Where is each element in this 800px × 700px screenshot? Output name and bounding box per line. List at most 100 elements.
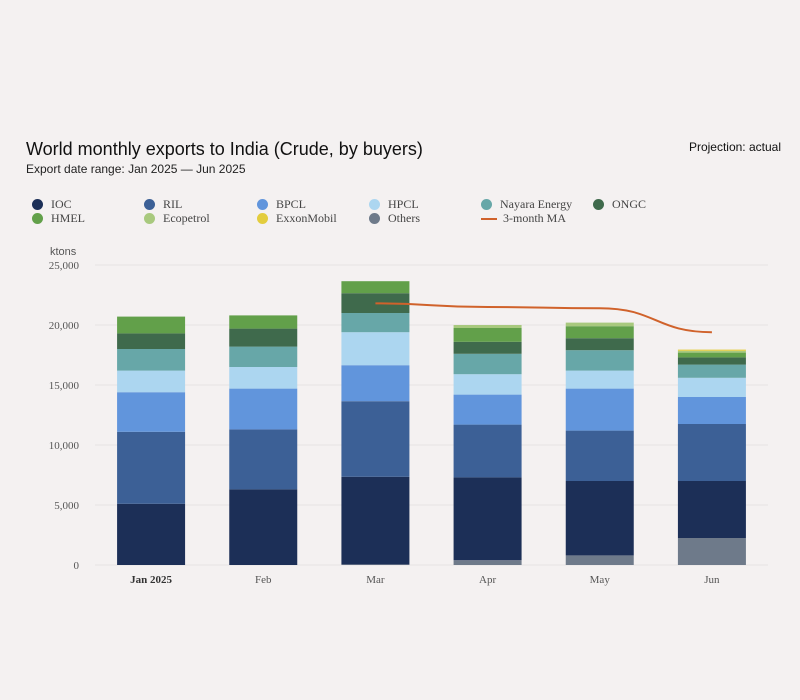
y-tick-label: 25,000: [49, 260, 80, 272]
x-tick-label: Feb: [255, 574, 272, 586]
legend-item-exxonmobil[interactable]: ExxonMobil: [257, 211, 337, 226]
bar-segment-hmel: [677, 352, 746, 358]
bar-segment-ioc: [117, 503, 186, 565]
legend-item-nayara-energy[interactable]: Nayara Energy: [481, 197, 572, 212]
legend-dot-swatch-icon: [369, 199, 380, 210]
legend-dot-swatch-icon: [257, 199, 268, 210]
bar-segment-ioc: [453, 477, 522, 561]
legend-label: 3-month MA: [503, 211, 566, 225]
bar-segment-ril: [565, 430, 634, 481]
bar-segment-ongc: [117, 333, 186, 349]
legend-label: Nayara Energy: [500, 197, 573, 211]
y-tick-label: 5,000: [54, 500, 79, 512]
legend-dot-swatch-icon: [32, 199, 43, 210]
bar-segment-others: [453, 560, 522, 565]
bar-segment-bpcl: [341, 365, 410, 402]
bar-segment-hmel: [453, 328, 522, 342]
legend-item-hpcl[interactable]: HPCL: [369, 197, 419, 212]
legend-item-ioc[interactable]: IOC: [32, 197, 72, 212]
legend-item-ongc[interactable]: ONGC: [593, 197, 646, 212]
legend-dot-swatch-icon: [144, 199, 155, 210]
legend-label: Ecopetrol: [163, 211, 210, 225]
bar-segment-others: [565, 555, 634, 565]
y-tick-label: 20,000: [49, 320, 80, 332]
legend-item-ril[interactable]: RIL: [144, 197, 182, 212]
bar-segment-bpcl: [229, 388, 298, 430]
bar-segment-ecopetrol: [565, 322, 634, 327]
bar-segment-exxonmobil: [677, 349, 746, 351]
bar-segment-ril: [341, 401, 410, 477]
bar-segment-bpcl: [453, 394, 522, 425]
bar-segment-nayara-energy: [341, 313, 410, 333]
legend-label: HMEL: [51, 211, 85, 225]
y-tick-label: 15,000: [49, 380, 80, 392]
bar-segment-nayara-energy: [229, 346, 298, 367]
x-tick-label: Jun: [704, 574, 720, 586]
bar-segment-hmel: [565, 326, 634, 339]
bar-segment-ril: [117, 431, 186, 504]
bar-segment-hpcl: [117, 370, 186, 393]
legend-item-hmel[interactable]: HMEL: [32, 211, 85, 226]
legend-label: BPCL: [276, 197, 307, 211]
bar-segment-others: [677, 538, 746, 565]
x-tick-label: Apr: [479, 574, 496, 586]
bar-segment-ongc: [229, 328, 298, 347]
bar-segment-bpcl: [677, 397, 746, 424]
bar-segment-bpcl: [117, 392, 186, 432]
legend-label: RIL: [163, 197, 183, 211]
bar-segment-hpcl: [229, 367, 298, 389]
legend-dot-swatch-icon: [593, 199, 604, 210]
y-tick-label: 10,000: [49, 440, 80, 452]
bar-segment-hmel: [341, 281, 410, 294]
legend-label: Others: [388, 211, 420, 225]
x-tick-label: Jan 2025: [130, 574, 172, 586]
bar-segment-ongc: [453, 341, 522, 354]
chart-subtitle: Export date range: Jan 2025 — Jun 2025: [26, 162, 246, 176]
bar-segment-ioc: [341, 476, 410, 565]
legend-label: HPCL: [388, 197, 419, 211]
bar-segment-hmel: [229, 315, 298, 329]
bar-segment-hmel: [117, 316, 186, 334]
bar-segment-ecopetrol: [677, 350, 746, 353]
legend-dot-swatch-icon: [369, 213, 380, 224]
bar-segment-ongc: [565, 338, 634, 351]
bar-segment-others: [341, 564, 410, 565]
bar-segment-ioc: [677, 481, 746, 538]
legend-item-3-month-ma[interactable]: 3-month MA: [481, 211, 566, 226]
bar-segment-nayara-energy: [117, 349, 186, 371]
bar-segment-nayara-energy: [677, 364, 746, 378]
legend-label: ONGC: [612, 197, 647, 211]
bar-segment-ril: [229, 429, 298, 490]
legend-label: ExxonMobil: [276, 211, 337, 225]
bar-segment-hpcl: [341, 332, 410, 366]
legend-label: IOC: [51, 197, 72, 211]
bar-segment-nayara-energy: [565, 350, 634, 371]
x-tick-label: May: [590, 574, 611, 586]
chart-title: World monthly exports to India (Crude, b…: [26, 139, 423, 159]
legend-line-swatch-icon: [481, 217, 497, 220]
moving-average-line: [375, 302, 712, 334]
bar-segment-ril: [453, 424, 522, 478]
y-tick-label: 0: [74, 560, 80, 572]
bar-segment-ioc: [229, 489, 298, 565]
bar-segment-ecopetrol: [453, 325, 522, 328]
legend-dot-swatch-icon: [32, 213, 43, 224]
projection-label: Projection: actual: [688, 140, 781, 154]
bar-segment-nayara-energy: [453, 353, 522, 375]
legend-dot-swatch-icon: [144, 213, 155, 224]
legend-dot-swatch-icon: [481, 199, 492, 210]
bar-segment-hpcl: [565, 370, 634, 389]
legend-dot-swatch-icon: [257, 213, 268, 224]
x-tick-label: Mar: [366, 574, 385, 586]
bar-segment-ril: [677, 424, 746, 481]
legend-item-bpcl[interactable]: BPCL: [257, 197, 306, 212]
bar-segment-ioc: [565, 481, 634, 556]
bar-segment-ongc: [677, 357, 746, 365]
bar-segment-hpcl: [453, 374, 522, 395]
bar-segment-hpcl: [677, 377, 746, 397]
legend-item-others[interactable]: Others: [369, 211, 420, 226]
y-axis-label: ktons: [50, 246, 77, 258]
bar-segment-bpcl: [565, 388, 634, 431]
legend-item-ecopetrol[interactable]: Ecopetrol: [144, 211, 210, 226]
